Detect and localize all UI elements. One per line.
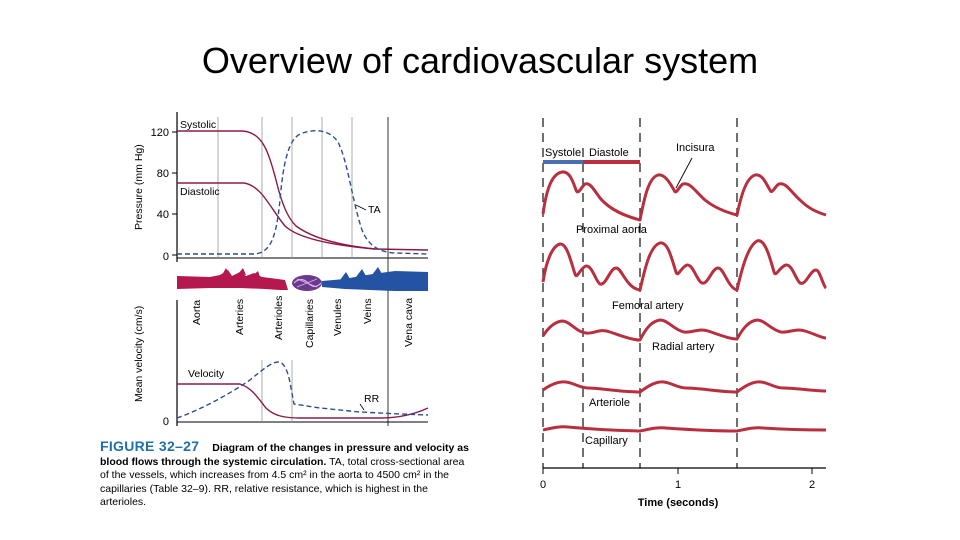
ta-curve <box>177 130 429 255</box>
vessel-label-aorta: Aorta <box>191 300 203 325</box>
time-axis-label: Time (seconds) <box>638 497 719 509</box>
ta-label: TA <box>368 204 381 216</box>
velocity-panel: 0 Mean velocity (cm/s) Velocity RR <box>133 300 429 428</box>
caption-figure-number: FIGURE 32–27 <box>100 438 200 454</box>
time-tick-1: 1 <box>675 479 681 491</box>
systole-label: Systole <box>545 147 581 159</box>
waveform-femoral-artery <box>541 239 828 292</box>
figure-caption: FIGURE 32–27 Diagram of the changes in p… <box>100 438 470 510</box>
diastole-label: Diastole <box>589 147 629 159</box>
waveform-radial-artery <box>541 318 827 342</box>
vessel-label-venules: Venules <box>332 299 344 336</box>
pressure-tick-120: 120 <box>151 127 169 139</box>
rr-curve <box>176 361 429 419</box>
waveform-proximal-aorta <box>541 170 827 222</box>
label-femoral-artery: Femoral artery <box>612 300 684 312</box>
slide-title: Overview of cardiovascular system <box>201 40 759 81</box>
velocity-tick-0: 0 <box>163 416 169 428</box>
caption-text: TA, total cross-sectional area of the ve… <box>100 455 465 509</box>
pressure-tick-0: 0 <box>163 251 169 263</box>
vessel-strip <box>177 267 428 291</box>
vessel-label-arteries: Arteries <box>234 299 246 335</box>
waveform-figure: Systole Diastole Incisura Proximal aorta… <box>540 118 828 509</box>
vessel-label-veins: Veins <box>362 298 374 324</box>
caption-bold-text: Diagram of the changes in pressure and v… <box>100 442 469 468</box>
vessel-label-arterioles: Arterioles <box>273 296 285 340</box>
pressure-tick-40: 40 <box>157 209 169 221</box>
label-radial-artery: Radial artery <box>652 341 715 353</box>
vessel-labels: Aorta Arteries Arterioles Capillaries Ve… <box>191 296 415 348</box>
pressure-panel: 120 80 40 0 Pressure (mm Hg) Systolic Di… <box>133 112 429 426</box>
diastolic-curve <box>177 182 376 250</box>
pressure-tick-80: 80 <box>157 168 169 180</box>
diastolic-label: Diastolic <box>180 186 220 198</box>
time-tick-0: 0 <box>540 479 546 491</box>
systolic-curve <box>177 130 429 251</box>
velocity-label: Velocity <box>188 368 225 380</box>
pressure-axis-label: Pressure (mm Hg) <box>133 144 145 230</box>
vessel-label-capillaries: Capillaries <box>304 299 316 348</box>
vessel-boundaries <box>217 117 353 258</box>
waveform-capillary <box>542 425 827 433</box>
incisura-pointer <box>675 157 693 189</box>
time-tick-2: 2 <box>809 479 815 491</box>
label-proximal-aorta: Proximal aorta <box>576 224 648 236</box>
waveform-arteriole <box>542 380 827 394</box>
velocity-curve <box>177 383 429 419</box>
label-capillary: Capillary <box>585 435 628 447</box>
vessel-label-vena-cava: Vena cava <box>403 298 415 347</box>
incisura-label: Incisura <box>676 142 715 154</box>
rr-label: RR <box>364 393 380 405</box>
systolic-label: Systolic <box>180 119 216 131</box>
label-arteriole: Arteriole <box>589 397 630 409</box>
cycle-lines <box>542 118 738 468</box>
velocity-axis-label: Mean velocity (cm/s) <box>133 306 145 402</box>
